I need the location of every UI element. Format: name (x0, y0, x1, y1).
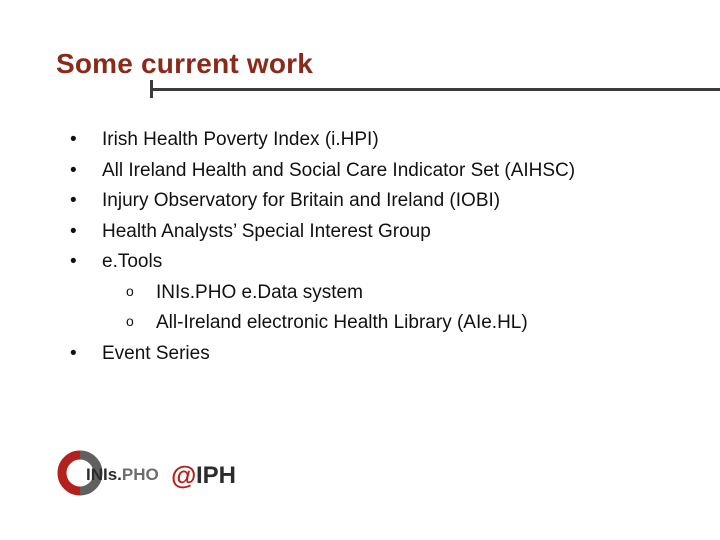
list-item-text: Health Analysts’ Special Interest Group (102, 221, 431, 242)
sub-bullet-list: INIs.PHO e.Data system All-Ireland elect… (102, 279, 680, 338)
list-item: All-Ireland electronic Health Library (A… (102, 309, 680, 338)
logo: INIs.PHO @ IPH (56, 449, 246, 502)
logo-text-inis: INIs.PHO (86, 465, 159, 484)
list-item: All Ireland Health and Social Care Indic… (56, 157, 680, 186)
list-item-text: All Ireland Health and Social Care Indic… (102, 160, 575, 181)
bullet-list: Irish Health Poverty Index (i.HPI) All I… (56, 126, 680, 368)
list-item: Irish Health Poverty Index (i.HPI) (56, 126, 680, 155)
logo-text-at: @ (171, 460, 196, 490)
list-item-text: Irish Health Poverty Index (i.HPI) (102, 129, 379, 150)
slide: Some current work Irish Health Poverty I… (0, 0, 720, 540)
list-item-text: Event Series (102, 343, 210, 364)
logo-text-inis-span: INIs. (86, 465, 122, 484)
list-item: Injury Observatory for Britain and Irela… (56, 187, 680, 216)
logo-svg: INIs.PHO @ IPH (56, 449, 246, 497)
content: Irish Health Poverty Index (i.HPI) All I… (56, 126, 680, 368)
list-item: Event Series (56, 340, 680, 369)
title-wrap: Some current work (56, 48, 680, 98)
logo-text-pho-span: PHO (122, 465, 159, 484)
slide-title: Some current work (56, 48, 680, 80)
list-item: INIs.PHO e.Data system (102, 279, 680, 308)
title-rule-line (150, 88, 720, 91)
list-item: e.Tools INIs.PHO e.Data system All-Irela… (56, 248, 680, 338)
logo-text-iph: IPH (196, 462, 236, 489)
list-item: Health Analysts’ Special Interest Group (56, 218, 680, 247)
list-item-text: INIs.PHO e.Data system (156, 282, 363, 303)
list-item-text: e.Tools (102, 251, 162, 272)
list-item-text: Injury Observatory for Britain and Irela… (102, 190, 500, 211)
list-item-text: All-Ireland electronic Health Library (A… (156, 312, 528, 333)
title-rule (150, 80, 680, 98)
